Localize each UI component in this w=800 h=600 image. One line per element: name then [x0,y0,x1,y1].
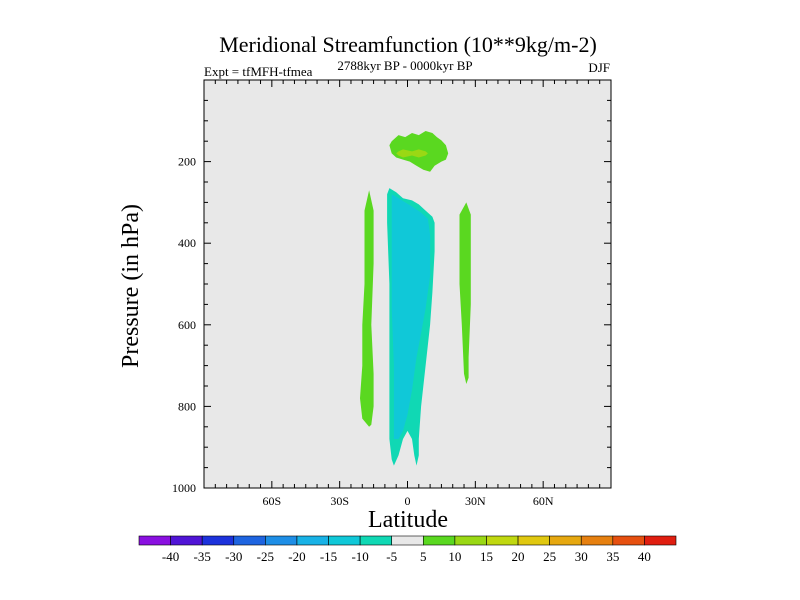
x-axis-label: Latitude [368,507,448,533]
chart-title: Meridional Streamfunction (10**9kg/m-2) [219,32,597,57]
colorbar-label: -35 [194,549,211,564]
colorbar-label: -10 [351,549,368,564]
colorbar-label: 20 [512,549,525,564]
y-tick-label: 600 [178,318,196,332]
chart-subtitle-center: 2788kyr BP - 0000kyr BP [337,58,472,73]
colorbar-swatch [422,535,456,546]
y-tick-label: 1000 [172,481,196,495]
colorbar-label: -30 [225,549,242,564]
colorbar-swatch [265,535,298,546]
x-tick-label: 0 [405,494,411,508]
colorbar-label: 5 [420,549,427,564]
y-tick-label: 200 [178,155,196,169]
colorbar-swatch [612,535,645,546]
colorbar-swatch [138,535,171,546]
colorbar-label: 35 [606,549,619,564]
contour-region-upper-core [396,149,428,158]
colorbar-swatch [644,535,677,546]
colorbar-swatch [233,535,266,546]
colorbar-swatch [170,535,203,546]
colorbar-label: -5 [386,549,397,564]
x-tick-label: 30S [330,494,349,508]
colorbar-swatch [359,535,393,546]
contour-regions [360,131,471,466]
y-axis-label: Pressure (in hPa) [118,204,144,368]
contour-region-sh-positive-cell [360,190,374,427]
x-tick-label: 60N [533,494,554,508]
colorbar-label: 40 [638,549,651,564]
x-axis: 60S 30S 0 30N 60N [203,80,612,508]
chart-subtitle-left: Expt = tfMFH-tfmea [204,64,313,79]
colorbar-swatch [328,535,361,546]
colorbar-swatch [549,535,582,546]
contour-region-nh-positive-cell [459,202,471,384]
colorbar-label: -40 [162,549,179,564]
x-tick-label: 30N [465,494,486,508]
y-tick-label: 400 [178,236,196,250]
colorbar-swatch [201,535,235,546]
colorbar-label: -20 [288,549,305,564]
chart-subtitle-right: DJF [588,60,610,75]
colorbar-swatch [580,535,614,546]
y-tick-label: 800 [178,399,196,413]
colorbar-swatch [486,535,519,546]
colorbar-label: 15 [480,549,493,564]
contour-region-equatorial-negative-inner [391,194,431,439]
colorbar-label: -25 [257,549,274,564]
colorbar-label: 30 [575,549,588,564]
colorbar-swatch [517,535,550,546]
colorbar-swatch [454,535,487,546]
colorbar-swatch [296,535,329,546]
x-tick-label: 60S [262,494,281,508]
colorbar-swatch [391,535,424,546]
colorbar-label: 25 [543,549,556,564]
colorbar: -40 -35 -30 -25 -20 -15 -10 -5 5 10 15 20 25 30 35 40 [138,535,677,564]
colorbar-label: 10 [448,549,461,564]
y-axis: 200 400 600 800 1000 [172,79,611,495]
colorbar-label: -15 [320,549,337,564]
